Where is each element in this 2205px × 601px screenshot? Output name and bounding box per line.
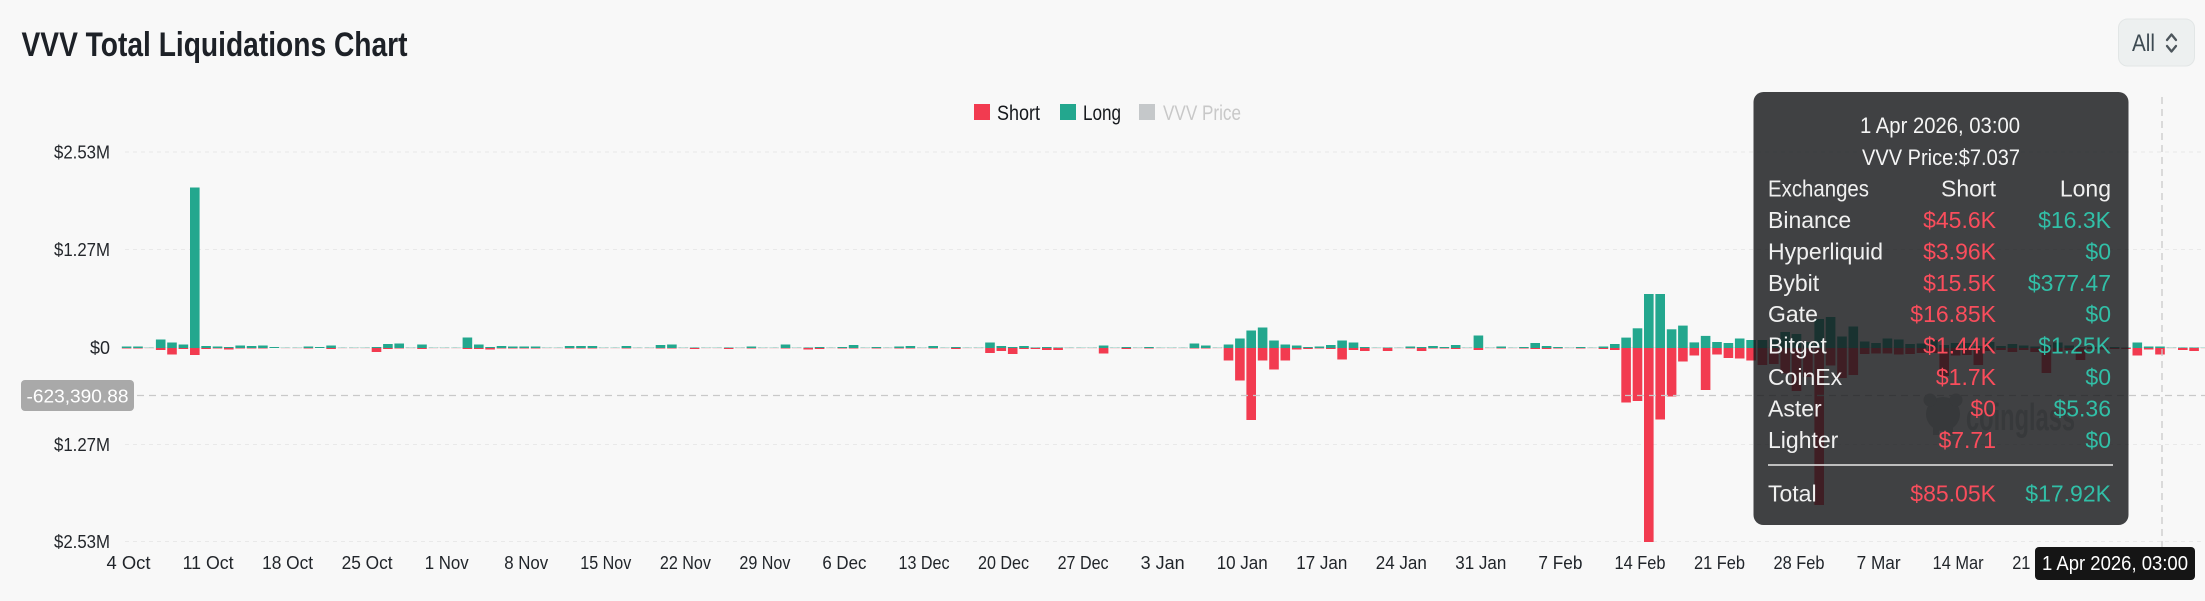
- svg-text:$85.05K: $85.05K: [1910, 481, 1996, 507]
- svg-text:Bitget: Bitget: [1768, 333, 1827, 359]
- svg-text:6 Dec: 6 Dec: [822, 553, 866, 573]
- svg-text:Total: Total: [1768, 481, 1817, 507]
- svg-text:Gate: Gate: [1768, 301, 1818, 327]
- svg-text:1 Nov: 1 Nov: [425, 553, 469, 573]
- svg-text:Lighter: Lighter: [1768, 427, 1839, 453]
- svg-text:$5.36: $5.36: [2053, 395, 2111, 421]
- svg-text:Bybit: Bybit: [1768, 270, 1820, 296]
- svg-text:28 Feb: 28 Feb: [1774, 553, 1825, 573]
- svg-text:$0: $0: [90, 338, 110, 358]
- svg-text:$3.96K: $3.96K: [1923, 238, 1997, 264]
- svg-text:Long: Long: [2060, 176, 2111, 202]
- svg-text:3 Jan: 3 Jan: [1141, 553, 1185, 573]
- svg-text:4 Oct: 4 Oct: [107, 553, 151, 573]
- svg-text:$45.6K: $45.6K: [1923, 207, 1997, 233]
- svg-text:7 Feb: 7 Feb: [1538, 553, 1582, 573]
- svg-text:24 Jan: 24 Jan: [1376, 553, 1427, 573]
- svg-text:$1.25K: $1.25K: [2038, 333, 2112, 359]
- svg-text:VVV Price: VVV Price: [1163, 102, 1241, 125]
- svg-text:$377.47: $377.47: [2028, 270, 2111, 296]
- svg-text:17 Jan: 17 Jan: [1296, 553, 1347, 573]
- svg-text:$2.53M: $2.53M: [54, 143, 110, 163]
- svg-text:1 Apr 2026, 03:00: 1 Apr 2026, 03:00: [2042, 553, 2188, 575]
- svg-text:31 Jan: 31 Jan: [1455, 553, 1506, 573]
- svg-text:Exchanges: Exchanges: [1768, 176, 1869, 202]
- svg-text:Short: Short: [997, 102, 1040, 125]
- svg-text:1 Apr 2026, 03:00: 1 Apr 2026, 03:00: [1860, 113, 2020, 138]
- svg-text:VVV Price:$7.037: VVV Price:$7.037: [1862, 145, 2020, 170]
- svg-text:coinglass: coinglass: [1966, 397, 2075, 439]
- svg-text:7 Mar: 7 Mar: [1857, 553, 1901, 573]
- svg-text:Short: Short: [1941, 176, 1997, 202]
- svg-text:All: All: [2132, 30, 2155, 57]
- svg-text:CoinEx: CoinEx: [1768, 364, 1843, 390]
- svg-text:20 Dec: 20 Dec: [978, 553, 1029, 573]
- svg-text:25 Oct: 25 Oct: [342, 553, 393, 573]
- svg-text:$1.27M: $1.27M: [54, 435, 110, 455]
- svg-text:11 Oct: 11 Oct: [183, 553, 234, 573]
- svg-text:29 Nov: 29 Nov: [739, 553, 790, 573]
- svg-text:$1.7K: $1.7K: [1936, 364, 1997, 390]
- svg-text:14 Feb: 14 Feb: [1615, 553, 1666, 573]
- svg-text:21 Feb: 21 Feb: [1694, 553, 1745, 573]
- svg-text:13 Dec: 13 Dec: [899, 553, 950, 573]
- svg-text:-623,390.88: -623,390.88: [27, 386, 129, 407]
- svg-text:$7.71: $7.71: [1938, 427, 1996, 453]
- svg-text:27 Dec: 27 Dec: [1058, 553, 1109, 573]
- svg-text:$16.3K: $16.3K: [2038, 207, 2112, 233]
- svg-text:Binance: Binance: [1768, 207, 1851, 233]
- svg-text:Aster: Aster: [1768, 395, 1822, 421]
- svg-text:18 Oct: 18 Oct: [262, 553, 313, 573]
- svg-text:$0: $0: [2085, 301, 2111, 327]
- svg-text:8 Nov: 8 Nov: [504, 553, 548, 573]
- svg-text:10 Jan: 10 Jan: [1217, 553, 1268, 573]
- svg-text:$1.44K: $1.44K: [1923, 333, 1997, 359]
- svg-text:$1.27M: $1.27M: [54, 240, 110, 260]
- svg-text:$0: $0: [1970, 395, 1996, 421]
- svg-text:Hyperliquid: Hyperliquid: [1768, 238, 1883, 264]
- svg-text:$16.85K: $16.85K: [1910, 301, 1996, 327]
- svg-text:Long: Long: [1083, 102, 1121, 125]
- svg-text:$2.53M: $2.53M: [54, 532, 110, 552]
- svg-text:15 Nov: 15 Nov: [580, 553, 631, 573]
- svg-text:$0: $0: [2085, 427, 2111, 453]
- svg-text:$15.5K: $15.5K: [1923, 270, 1997, 296]
- svg-text:$17.92K: $17.92K: [2025, 481, 2111, 507]
- svg-text:14 Mar: 14 Mar: [1933, 553, 1984, 573]
- svg-text:VVV Total Liquidations Chart: VVV Total Liquidations Chart: [22, 26, 408, 64]
- svg-text:$0: $0: [2085, 238, 2111, 264]
- svg-text:22 Nov: 22 Nov: [660, 553, 711, 573]
- svg-text:$0: $0: [2085, 364, 2111, 390]
